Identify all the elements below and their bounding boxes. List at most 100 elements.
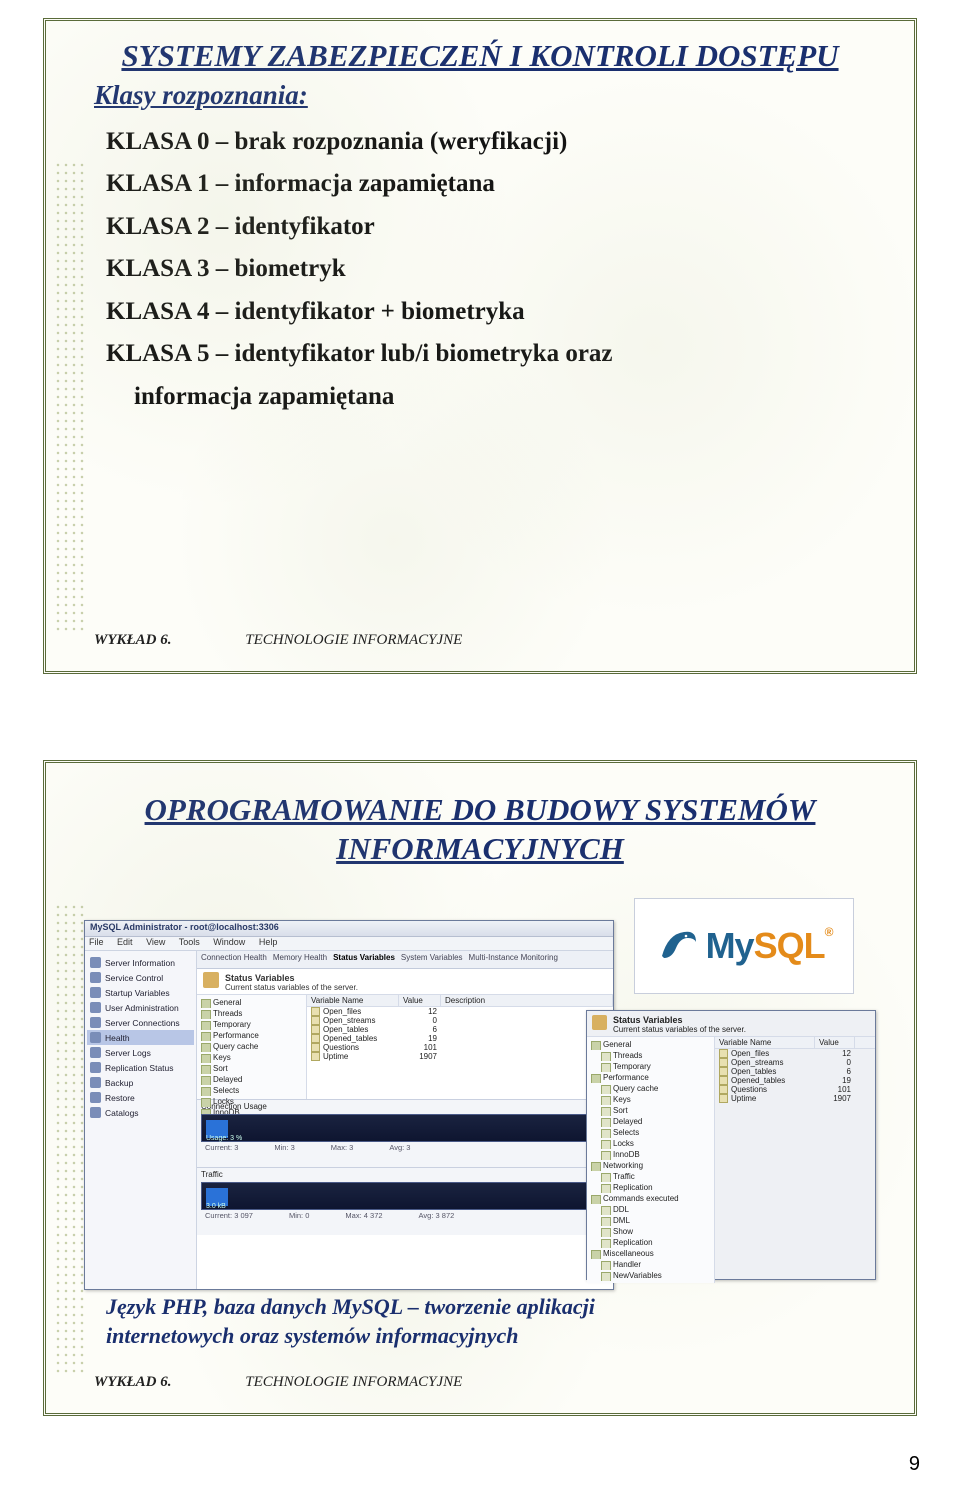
var-row[interactable]: Opened_tables19	[715, 1076, 875, 1085]
sidebar-item[interactable]: User Administration	[87, 1000, 194, 1015]
sidebar-item-label: Server Information	[105, 958, 175, 968]
menu-item[interactable]: File	[89, 937, 104, 947]
decorative-dots	[54, 161, 84, 631]
window-titlebar[interactable]: MySQL Administrator - root@localhost:330…	[85, 921, 613, 937]
tree-item[interactable]: Query cache	[199, 1041, 304, 1052]
tree-item[interactable]: Temporary	[589, 1061, 712, 1072]
tab[interactable]: Status Variables	[333, 953, 395, 962]
sidebar-item-icon	[90, 1047, 101, 1058]
menu-item[interactable]: Window	[213, 937, 245, 947]
tree-item[interactable]: Delayed	[589, 1116, 712, 1127]
tree-item[interactable]: Commands executed	[589, 1193, 712, 1204]
sidebar-item[interactable]: Service Control	[87, 970, 194, 985]
var-value: 12	[815, 1049, 855, 1058]
traffic-value: 3.0 kB	[206, 1203, 226, 1210]
var-name: Open_files	[307, 1007, 399, 1016]
tree-item[interactable]: Handler	[589, 1259, 712, 1270]
var-value: 19	[399, 1034, 441, 1043]
tab[interactable]: Connection Health	[201, 953, 267, 962]
footer-lecture: WYKŁAD 6.	[94, 1374, 172, 1390]
tree-item[interactable]: Performance	[589, 1072, 712, 1083]
tree-item[interactable]: Miscellaneous	[589, 1248, 712, 1259]
var-row[interactable]: Questions101	[307, 1043, 613, 1052]
tree-item[interactable]: Replication	[589, 1237, 712, 1248]
tree-item[interactable]: Traffic	[589, 1171, 712, 1182]
var-name: Uptime	[715, 1094, 815, 1103]
tree-item[interactable]: Sort	[589, 1105, 712, 1116]
var-row[interactable]: Uptime1907	[307, 1052, 613, 1061]
tree-item[interactable]: General	[199, 997, 304, 1008]
menu-item[interactable]: View	[146, 937, 165, 947]
tree-item[interactable]: Locks	[589, 1138, 712, 1149]
sidebar-item[interactable]: Server Logs	[87, 1045, 194, 1060]
var-row[interactable]: Opened_tables19	[307, 1034, 613, 1043]
var-row[interactable]: Open_tables6	[307, 1025, 613, 1034]
var-row[interactable]: Open_files12	[307, 1007, 613, 1016]
menu-item[interactable]: Help	[259, 937, 278, 947]
mini-header: Status Variables Current status variable…	[587, 1011, 875, 1036]
var-row[interactable]: Open_tables6	[715, 1067, 875, 1076]
sidebar-item[interactable]: Server Information	[87, 955, 194, 970]
tree-item[interactable]: DDL	[589, 1204, 712, 1215]
sidebar-item[interactable]: Restore	[87, 1090, 194, 1105]
traffic-label: Traffic	[201, 1170, 609, 1179]
menu-item[interactable]: Edit	[117, 937, 133, 947]
col-value[interactable]: Value	[399, 995, 441, 1006]
sidebar: Server Information Service ControlStartup…	[85, 951, 197, 1289]
var-row[interactable]: Uptime1907	[715, 1094, 875, 1103]
tree-item[interactable]: General	[589, 1039, 712, 1050]
sidebar-item[interactable]: Health	[87, 1030, 194, 1045]
tree-item[interactable]: Performance	[199, 1030, 304, 1041]
tree-item[interactable]: Sort	[199, 1063, 304, 1074]
slide2-caption: Język PHP, baza danych MySQL – tworzenie…	[106, 1292, 595, 1351]
sidebar-item[interactable]: Catalogs	[87, 1105, 194, 1120]
legend-min: Min: 3	[274, 1143, 294, 1152]
tree-item[interactable]: Selects	[199, 1085, 304, 1096]
var-row[interactable]: Questions101	[715, 1085, 875, 1094]
tree-item[interactable]: InnoDB	[589, 1149, 712, 1160]
tab[interactable]: System Variables	[401, 953, 463, 962]
tree-item[interactable]: Threads	[589, 1050, 712, 1061]
tree-item[interactable]: Keys	[199, 1052, 304, 1063]
var-row[interactable]: Open_streams0	[307, 1016, 613, 1025]
caption-line2: internetowych oraz systemów informacyjny…	[106, 1321, 595, 1351]
sidebar-item[interactable]: Backup	[87, 1075, 194, 1090]
mini-vars: Variable Name Value Open_files12Open_str…	[715, 1037, 875, 1283]
tree-item[interactable]: Replication	[589, 1182, 712, 1193]
tree-item[interactable]: Threads	[199, 1008, 304, 1019]
col-name[interactable]: Variable Name	[307, 995, 399, 1006]
tree-column: GeneralThreadsTemporaryPerformanceQuery …	[197, 995, 307, 1099]
footer-lecture: WYKŁAD 6.	[94, 632, 172, 648]
var-value: 101	[815, 1085, 855, 1094]
tree-item[interactable]: Networking	[589, 1160, 712, 1171]
sidebar-item[interactable]: Startup Variables	[87, 985, 194, 1000]
tree-item[interactable]: Selects	[589, 1127, 712, 1138]
slide-background	[46, 21, 914, 671]
screenshot-area: MySQL® MySQL Administrator - root@localh…	[84, 898, 876, 1298]
mini-vars-header: Variable Name Value	[715, 1037, 875, 1049]
tree-item[interactable]: Show	[589, 1226, 712, 1237]
menu-item[interactable]: Tools	[179, 937, 200, 947]
tree-item[interactable]: Query cache	[589, 1083, 712, 1094]
var-name: Opened_tables	[715, 1076, 815, 1085]
tree-item[interactable]: Temporary	[199, 1019, 304, 1030]
col-value[interactable]: Value	[815, 1037, 855, 1048]
tree-item[interactable]: Delayed	[199, 1074, 304, 1085]
tab[interactable]: Memory Health	[273, 953, 327, 962]
var-row[interactable]: Open_streams0	[715, 1058, 875, 1067]
decorative-dots	[54, 903, 84, 1373]
col-name[interactable]: Variable Name	[715, 1037, 815, 1048]
tree-item[interactable]: Keys	[589, 1094, 712, 1105]
var-row[interactable]: Open_files12	[715, 1049, 875, 1058]
tree-item[interactable]: NewVariables	[589, 1270, 712, 1281]
legend-min: Min: 0	[289, 1211, 309, 1220]
slide-2: OPROGRAMOWANIE DO BUDOWY SYSTEMÓW INFORM…	[43, 760, 917, 1416]
sidebar-item[interactable]: Replication Status	[87, 1060, 194, 1075]
usage-graph: Usage: 3 %	[201, 1114, 609, 1142]
tree-item[interactable]: DML	[589, 1215, 712, 1226]
tree-item[interactable]: Locks	[199, 1096, 304, 1107]
sidebar-item[interactable]: Server Connections	[87, 1015, 194, 1030]
sidebar-item-icon	[90, 1107, 101, 1118]
col-desc[interactable]: Description	[441, 995, 613, 1006]
tab[interactable]: Multi-Instance Monitoring	[469, 953, 558, 962]
